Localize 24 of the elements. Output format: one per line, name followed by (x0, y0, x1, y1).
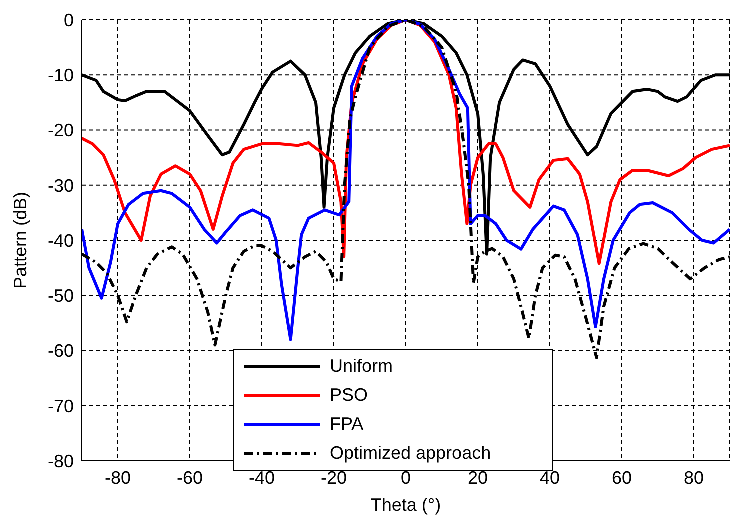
y-tick-label: -80 (48, 451, 74, 472)
legend-label: Uniform (330, 356, 394, 377)
y-tick-label: -40 (48, 230, 74, 251)
y-axis-title: Pattern (dB) (10, 192, 30, 290)
x-axis-title: Theta (°) (370, 495, 442, 515)
x-tick-label: -60 (176, 468, 204, 488)
x-tick-label: 60 (612, 468, 632, 488)
y-tick-label: -10 (48, 66, 74, 86)
x-tick-label: 40 (540, 468, 560, 488)
legend-label: PSO (330, 385, 368, 406)
y-tick-label: -20 (48, 120, 74, 141)
y-tick-label: -70 (48, 396, 74, 416)
x-tick-label: -40 (248, 468, 276, 488)
x-tick-label: 80 (684, 468, 704, 488)
y-tick-label: -50 (48, 286, 74, 306)
x-tick-label: -80 (104, 468, 132, 488)
x-tick-label: 0 (400, 468, 412, 488)
legend-label: FPA (330, 414, 364, 435)
legend-label: Optimized approach (330, 443, 492, 464)
y-tick-label: 0 (64, 10, 74, 30)
x-tick-label: -20 (320, 468, 348, 488)
y-tick-label: -60 (48, 341, 74, 362)
y-tick-label: -30 (48, 176, 74, 196)
x-tick-label: 20 (468, 468, 488, 488)
